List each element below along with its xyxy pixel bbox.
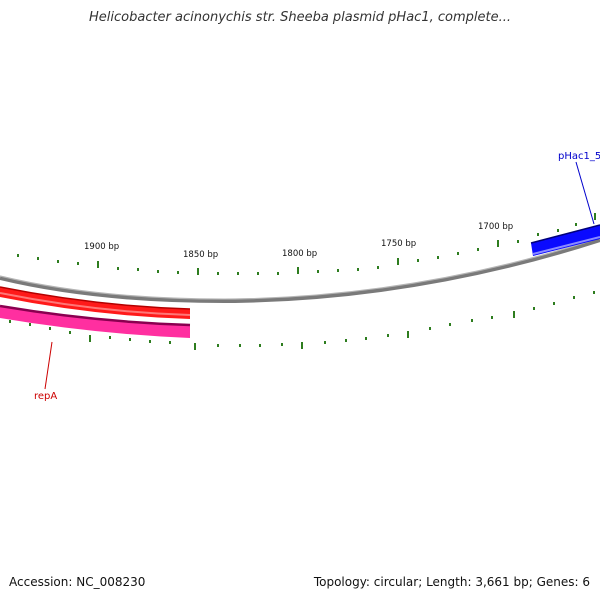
tick-label-1700: 1700 bp [478,222,513,232]
map-title: Helicobacter acinonychis str. Sheeba pla… [89,10,511,25]
backbone-arc-highlight [0,237,600,300]
outer-tick-ring [17,213,596,275]
backbone-arc [0,238,600,304]
feature-label-repA[interactable]: repA [34,391,57,402]
pHac1-5-label-line [575,161,595,225]
feature-repA-inner[interactable] [0,304,191,338]
feature-pHac1-5[interactable] [530,224,600,256]
summary-text: Topology: circular; Length: 3,661 bp; Ge… [313,575,590,589]
tick-label-1800: 1800 bp [282,249,317,259]
feature-repA-outer[interactable] [0,286,191,319]
tick-label-1900: 1900 bp [84,242,119,252]
feature-label-pHac1-5[interactable]: pHac1_5 [558,151,600,162]
repA-label-line [44,341,53,390]
inner-tick-ring [9,291,595,350]
accession-text: Accession: NC_008230 [9,575,146,589]
tick-label-1750: 1750 bp [381,239,416,249]
tick-label-1850: 1850 bp [183,250,218,260]
